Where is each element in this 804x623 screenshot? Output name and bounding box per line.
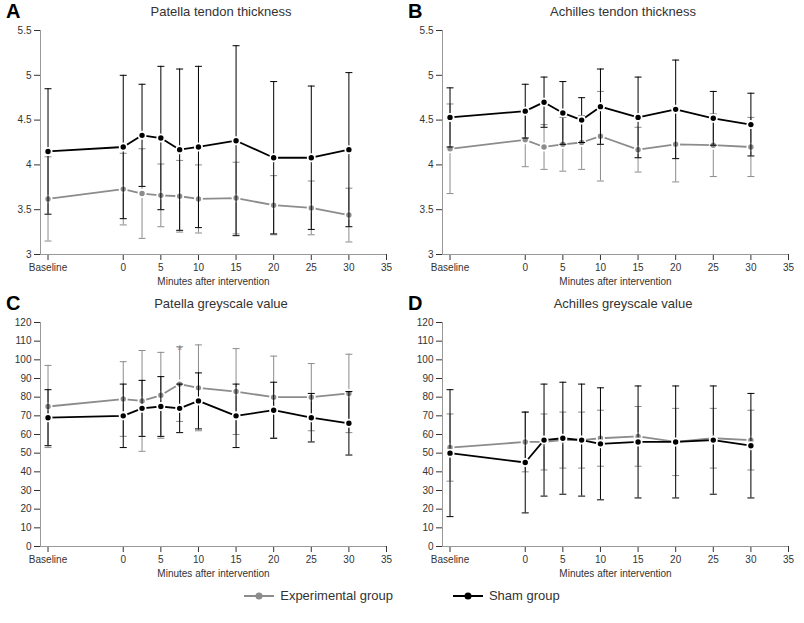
svg-text:Baseline: Baseline — [29, 554, 68, 565]
svg-text:3: 3 — [26, 249, 32, 260]
svg-text:4.5: 4.5 — [18, 114, 32, 125]
svg-text:4: 4 — [428, 159, 434, 170]
svg-text:30: 30 — [343, 554, 355, 565]
html-text:Achilles greyscale value: Achilles greyscale value — [553, 296, 693, 311]
svg-text:15: 15 — [633, 262, 645, 273]
svg-text:5: 5 — [158, 262, 164, 273]
svg-text:25: 25 — [708, 554, 720, 565]
svg-text:4.5: 4.5 — [420, 114, 434, 125]
svg-text:10: 10 — [20, 522, 32, 533]
svg-text:15: 15 — [633, 554, 645, 565]
svg-text:60: 60 — [422, 429, 434, 440]
svg-text:10: 10 — [595, 262, 607, 273]
html-text:A: A — [6, 0, 21, 22]
svg-text:0: 0 — [522, 554, 528, 565]
svg-text:110: 110 — [16, 335, 32, 346]
svg-text:5: 5 — [560, 554, 566, 565]
svg-text:10: 10 — [193, 262, 205, 273]
svg-text:110: 110 — [418, 335, 434, 346]
svg-text:80: 80 — [422, 391, 434, 402]
svg-text:Minutes after intervention: Minutes after intervention — [157, 568, 269, 579]
svg-text:90: 90 — [20, 373, 32, 384]
html-text:C: C — [6, 292, 21, 314]
svg-text:50: 50 — [20, 447, 32, 458]
svg-text:35: 35 — [381, 554, 393, 565]
svg-text:20: 20 — [20, 503, 32, 514]
svg-text:30: 30 — [20, 485, 32, 496]
svg-text:30: 30 — [343, 262, 355, 273]
svg-text:70: 70 — [422, 410, 434, 421]
html-text:Achilles tendon thickness: Achilles tendon thickness — [550, 4, 696, 19]
svg-text:25: 25 — [708, 262, 720, 273]
svg-text:5: 5 — [428, 70, 434, 81]
svg-text:120: 120 — [15, 317, 32, 328]
svg-text:5: 5 — [26, 70, 32, 81]
svg-text:35: 35 — [783, 554, 795, 565]
svg-text:40: 40 — [422, 466, 434, 477]
svg-text:0: 0 — [522, 262, 528, 273]
svg-text:50: 50 — [422, 447, 434, 458]
svg-text:120: 120 — [417, 317, 434, 328]
svg-text:10: 10 — [193, 554, 205, 565]
html-text:B: B — [408, 0, 423, 22]
svg-text:70: 70 — [20, 410, 32, 421]
svg-text:20: 20 — [268, 554, 280, 565]
svg-text:Minutes after intervention: Minutes after intervention — [559, 276, 671, 287]
svg-text:80: 80 — [20, 391, 32, 402]
html-text:Experimental group: Experimental group — [280, 588, 393, 603]
svg-text:3.5: 3.5 — [420, 204, 434, 215]
svg-text:35: 35 — [381, 262, 393, 273]
svg-text:35: 35 — [783, 262, 795, 273]
svg-text:5.5: 5.5 — [18, 25, 32, 36]
svg-text:0: 0 — [120, 262, 126, 273]
svg-text:20: 20 — [670, 262, 682, 273]
svg-text:20: 20 — [422, 503, 434, 514]
svg-text:Baseline: Baseline — [29, 262, 68, 273]
svg-text:20: 20 — [670, 554, 682, 565]
svg-text:25: 25 — [306, 554, 318, 565]
svg-text:4: 4 — [26, 159, 32, 170]
html-text:Patella greyscale value: Patella greyscale value — [154, 296, 288, 311]
svg-text:5: 5 — [158, 554, 164, 565]
svg-text:*: * — [177, 342, 183, 358]
svg-text:Baseline: Baseline — [431, 262, 470, 273]
svg-text:Baseline: Baseline — [431, 554, 470, 565]
svg-text:60: 60 — [20, 429, 32, 440]
svg-text:15: 15 — [231, 554, 243, 565]
svg-text:30: 30 — [422, 485, 434, 496]
html-text:Patella tendon thickness: Patella tendon thickness — [150, 4, 292, 19]
svg-text:0: 0 — [26, 541, 32, 552]
html-text:Sham group: Sham group — [489, 588, 560, 603]
svg-text:100: 100 — [417, 354, 434, 365]
svg-text:5: 5 — [560, 262, 566, 273]
svg-text:3.5: 3.5 — [18, 204, 32, 215]
svg-text:20: 20 — [268, 262, 280, 273]
svg-text:3: 3 — [428, 249, 434, 260]
svg-text:25: 25 — [306, 262, 318, 273]
svg-text:0: 0 — [428, 541, 434, 552]
svg-text:100: 100 — [15, 354, 32, 365]
svg-text:10: 10 — [595, 554, 607, 565]
svg-text:10: 10 — [422, 522, 434, 533]
svg-text:90: 90 — [422, 373, 434, 384]
svg-text:40: 40 — [20, 466, 32, 477]
svg-text:30: 30 — [745, 554, 757, 565]
svg-text:Minutes after intervention: Minutes after intervention — [559, 568, 671, 579]
svg-text:15: 15 — [231, 262, 243, 273]
html-text:D: D — [408, 292, 423, 314]
svg-text:5.5: 5.5 — [420, 25, 434, 36]
svg-text:30: 30 — [745, 262, 757, 273]
svg-text:0: 0 — [120, 554, 126, 565]
svg-text:Minutes after intervention: Minutes after intervention — [157, 276, 269, 287]
